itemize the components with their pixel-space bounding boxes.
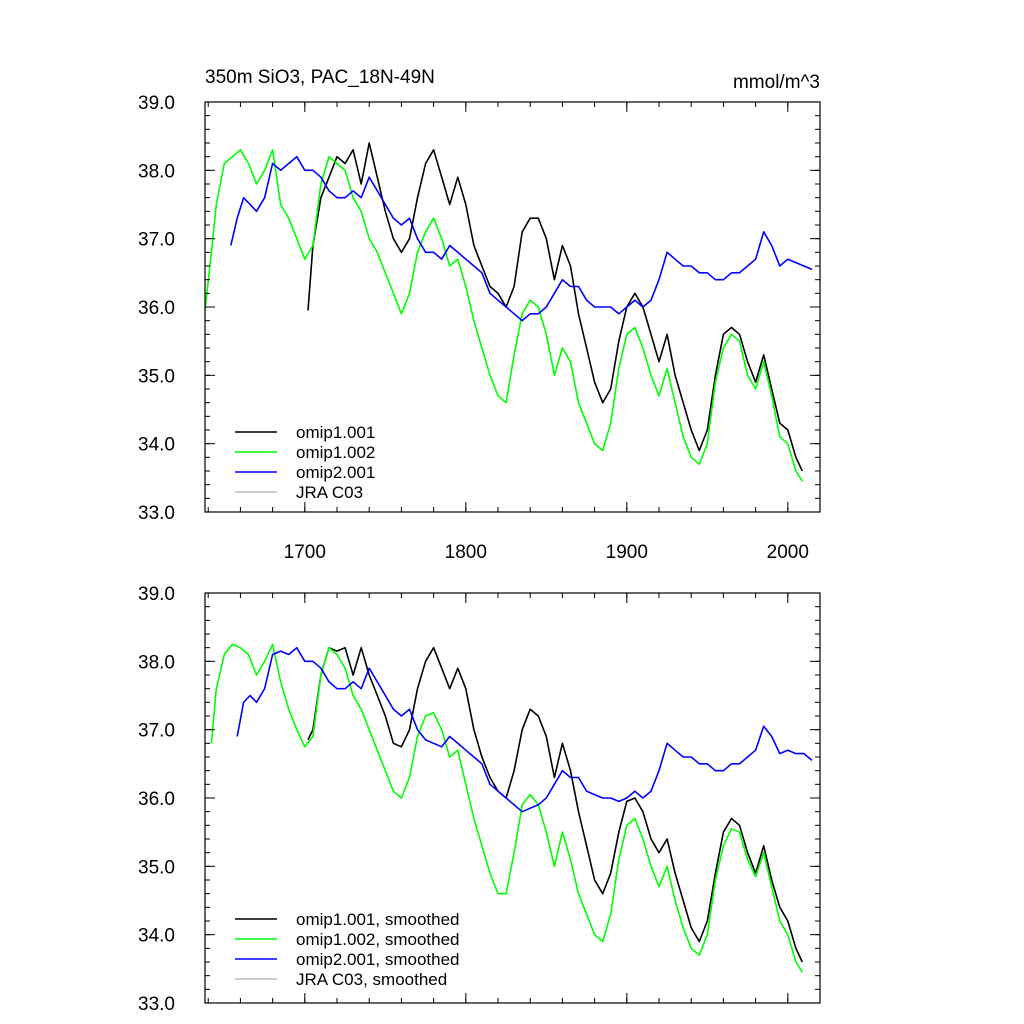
bottom-panel: 33.0 34.0 35.0 36.0 37.0 38.0 39.0 omip1.001, s… xyxy=(138,584,821,1015)
y-tick-label: 36.0 xyxy=(138,298,175,319)
top-panel: 33.0 34.0 35.0 36.0 37.0 38.0 39.0 1700 1800 1900… xyxy=(138,93,821,563)
x-tick-label: 1900 xyxy=(606,542,648,563)
y-tick-label: 38.0 xyxy=(138,652,175,673)
y-tick-label: 34.0 xyxy=(138,926,175,947)
x-tick-label: 1700 xyxy=(284,542,326,563)
series-line-3 xyxy=(230,155,813,322)
y-tick-label: 34.0 xyxy=(138,435,175,456)
y-tick-label: 39.0 xyxy=(138,93,175,114)
y-tick-label: 33.0 xyxy=(138,994,175,1015)
chart-title: 350m SiO3, PAC_18N-49N xyxy=(205,67,435,88)
legend-label: omip1.001 xyxy=(296,423,375,442)
series-line-1 xyxy=(307,646,804,963)
legend-label: omip2.001 xyxy=(296,463,375,482)
units-label: mmol/m^3 xyxy=(733,72,820,93)
series-line-1 xyxy=(307,142,804,472)
y-tick-label: 38.0 xyxy=(138,161,175,182)
legend-label: JRA C03, smoothed xyxy=(296,970,447,989)
y-tick-label: 33.0 xyxy=(138,503,175,524)
legend-label: omip1.001, smoothed xyxy=(296,910,460,929)
x-tick-label: 2000 xyxy=(767,542,809,563)
legend-label: omip1.002, smoothed xyxy=(296,930,460,949)
series-line-3 xyxy=(236,646,813,813)
legend-label: omip1.002 xyxy=(296,443,375,462)
y-tick-label: 35.0 xyxy=(138,366,175,387)
y-tick-label: 36.0 xyxy=(138,789,175,810)
series-line-2 xyxy=(204,149,803,482)
legend-label: omip2.001, smoothed xyxy=(296,950,460,969)
y-tick-label: 37.0 xyxy=(138,230,175,251)
x-tick-label: 1800 xyxy=(445,542,487,563)
y-tick-label: 39.0 xyxy=(138,584,175,605)
y-tick-label: 37.0 xyxy=(138,721,175,742)
series-line-2 xyxy=(210,643,803,973)
y-tick-label: 35.0 xyxy=(138,857,175,878)
legend-label: JRA C03 xyxy=(296,483,363,502)
